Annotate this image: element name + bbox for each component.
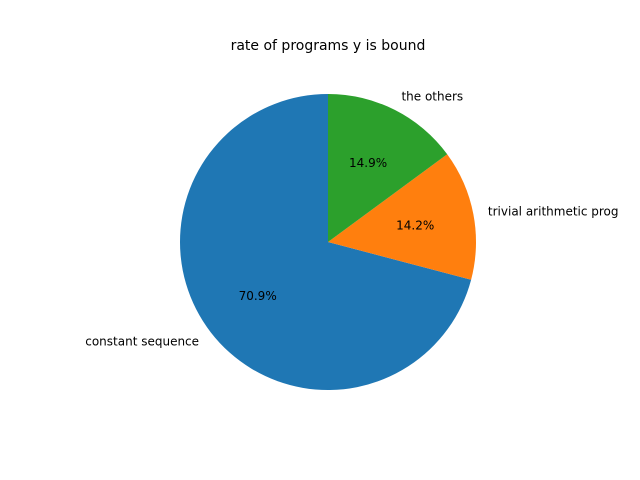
pie-slice-2	[328, 154, 476, 280]
pie-slice-3	[328, 94, 448, 242]
pie-slices	[179, 94, 476, 391]
pie-slice-1-percent: 70.9%	[239, 289, 277, 303]
pie-slice-2-percent: 14.2%	[396, 218, 434, 232]
chart-title: rate of programs y is bound	[231, 38, 426, 54]
pie-slice-1-label: constant sequence	[85, 334, 199, 348]
pie-slice-3-percent: 14.9%	[349, 156, 387, 170]
pie-slice-2-label: trivial arithmetic prog	[488, 204, 619, 218]
pie-slice-1	[179, 94, 472, 391]
pie-labels: 70.9% constant sequence 14.2% trivial arith…	[85, 90, 618, 349]
pie-slice-3-label: the others	[401, 90, 463, 104]
